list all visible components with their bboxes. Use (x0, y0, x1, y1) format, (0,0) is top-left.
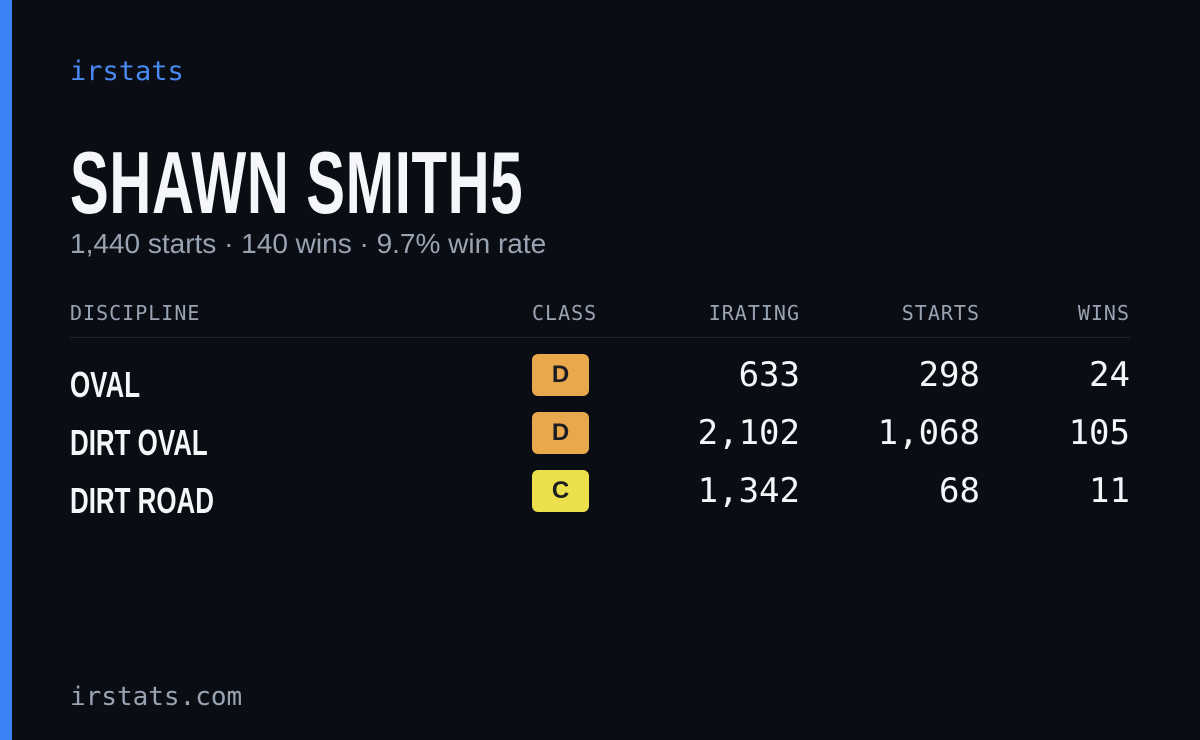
wins: 24 (1089, 355, 1130, 395)
irating: 633 (738, 355, 800, 395)
brand: irstats (70, 56, 184, 87)
column-header: WINS (1077, 301, 1130, 325)
starts: 298 (918, 355, 980, 395)
class-badge: D (532, 412, 589, 454)
driver-summary: 1,440 starts · 140 wins · 9.7% win rate (70, 228, 547, 259)
header-rule (70, 337, 1130, 338)
starts: 68 (939, 471, 980, 511)
column-header: IRATING (708, 301, 800, 325)
starts: 1,068 (877, 413, 980, 453)
column-header: DISCIPLINE (70, 301, 201, 325)
discipline: DIRT OVAL (70, 422, 208, 463)
discipline: OVAL (70, 364, 141, 405)
accent-stripe (0, 0, 12, 740)
irating: 1,342 (697, 471, 800, 511)
class-badge: D (532, 354, 589, 396)
discipline: DIRT ROAD (70, 480, 214, 521)
footer: irstats.com (70, 682, 243, 712)
column-header: STARTS (901, 301, 980, 325)
class-badge: C (532, 470, 589, 512)
irating: 2,102 (697, 413, 800, 453)
wins: 105 (1068, 413, 1130, 453)
column-header: CLASS (532, 301, 598, 325)
driver-name: SHAWN SMITH5 (70, 133, 524, 232)
wins: 11 (1089, 471, 1130, 511)
